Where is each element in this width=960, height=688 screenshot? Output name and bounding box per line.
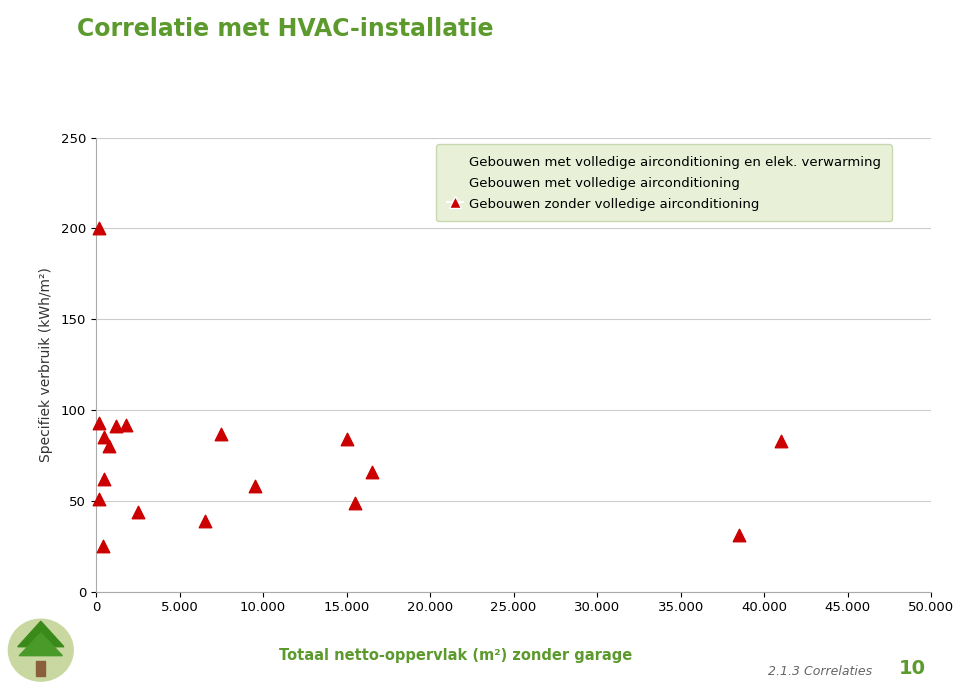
Point: [97, 473, 112, 484]
Y-axis label: Specifiek verbruik (kWh/m²): Specifiek verbruik (kWh/m²): [38, 267, 53, 462]
Point: [773, 436, 788, 447]
Point: [91, 417, 107, 428]
Point: [91, 223, 107, 234]
Point: [247, 481, 262, 492]
Point: [732, 530, 747, 541]
Text: 2.1.3 Correlaties: 2.1.3 Correlaties: [768, 665, 872, 678]
Point: [130, 506, 146, 517]
Text: 10: 10: [899, 658, 925, 678]
Legend: Gebouwen met volledige airconditioning en elek. verwarming, Gebouwen met volledi: Gebouwen met volledige airconditioning e…: [436, 144, 892, 221]
Point: [102, 441, 117, 452]
Point: [364, 466, 379, 477]
Point: [118, 419, 133, 430]
Polygon shape: [17, 621, 63, 647]
Point: [339, 433, 354, 444]
Point: [97, 432, 112, 443]
Point: [95, 541, 110, 552]
Circle shape: [9, 619, 73, 681]
Polygon shape: [19, 633, 62, 656]
Point: [348, 497, 363, 508]
Point: [213, 428, 229, 439]
Text: Correlatie met HVAC-installatie: Correlatie met HVAC-installatie: [77, 17, 493, 41]
Point: [108, 421, 124, 432]
Bar: [36, 661, 45, 676]
Text: Totaal netto-oppervlak (m²) zonder garage: Totaal netto-oppervlak (m²) zonder garag…: [279, 648, 633, 663]
Point: [197, 515, 212, 526]
Point: [91, 493, 107, 504]
